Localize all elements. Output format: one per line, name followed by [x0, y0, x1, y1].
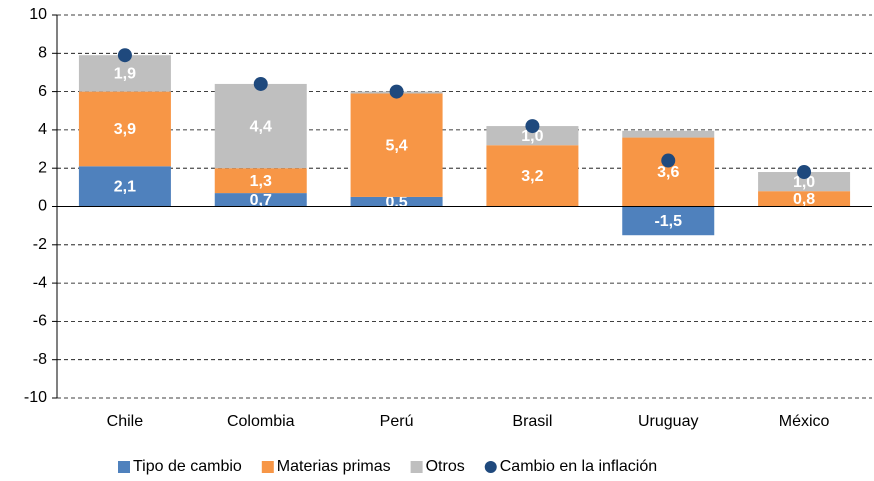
value-label: 1,0: [521, 128, 543, 145]
bar-segment: [758, 191, 851, 207]
value-label: 1,3: [250, 173, 272, 190]
dot: [117, 48, 132, 63]
y-tick-label: 6: [38, 83, 47, 100]
bar-segment: [350, 196, 443, 207]
bar-segment: [622, 206, 715, 236]
bar-segment: [486, 145, 579, 207]
x-tick-label: Perú: [380, 413, 414, 430]
bar-segment: [214, 168, 307, 194]
value-label: 4,4: [250, 118, 272, 135]
legend-marker: [261, 461, 274, 473]
value-label: 0,8: [793, 191, 815, 208]
x-tick-label: México: [779, 413, 830, 430]
legend-marker: [410, 461, 423, 473]
bar-segment: [622, 137, 715, 207]
y-tick-label: -10: [24, 389, 47, 406]
x-tick-label: Uruguay: [638, 413, 698, 430]
y-tick-label: -2: [33, 236, 47, 253]
dot: [253, 76, 268, 91]
y-tick-label: 0: [38, 198, 47, 215]
dot: [797, 165, 812, 180]
legend-marker: [484, 461, 497, 473]
x-tick-label: Brasil: [512, 413, 552, 430]
y-tick-label: 10: [29, 6, 47, 23]
value-label: 5,4: [385, 137, 407, 154]
bar-segment: [78, 166, 171, 207]
legend-label: Cambio en la inflación: [500, 458, 657, 475]
dot: [661, 153, 676, 168]
value-label: 2,1: [114, 179, 136, 196]
dot: [389, 84, 404, 99]
bar-segment: [214, 193, 307, 207]
legend-label: Otros: [426, 458, 465, 475]
bar-segment: [78, 91, 171, 167]
value-label: 1,9: [114, 66, 136, 83]
dot: [525, 119, 540, 134]
y-tick-label: 4: [38, 121, 47, 138]
x-tick-label: Colombia: [227, 413, 295, 430]
legend-label: Tipo de cambio: [133, 458, 242, 475]
y-tick-label: 2: [38, 159, 47, 176]
value-label: 3,9: [114, 121, 136, 138]
value-label: -1,5: [654, 213, 682, 230]
y-tick-label: -8: [33, 351, 47, 368]
value-label: 1,0: [793, 174, 815, 191]
value-label: 0,7: [250, 192, 272, 209]
bar-segment: [350, 93, 443, 197]
legend-marker: [118, 461, 130, 473]
x-tick-label: Chile: [107, 413, 144, 430]
y-tick-label: -4: [33, 274, 47, 291]
y-tick-label: 8: [38, 45, 47, 62]
bar-segment: [622, 130, 715, 138]
value-label: 3,6: [657, 164, 679, 181]
bar-segment: [758, 172, 851, 192]
y-tick-label: -6: [33, 313, 47, 330]
value-label: 3,2: [521, 168, 543, 185]
bar-segment: [214, 83, 307, 169]
bar-segment: [486, 126, 579, 146]
legend-label: Materias primas: [277, 458, 391, 475]
